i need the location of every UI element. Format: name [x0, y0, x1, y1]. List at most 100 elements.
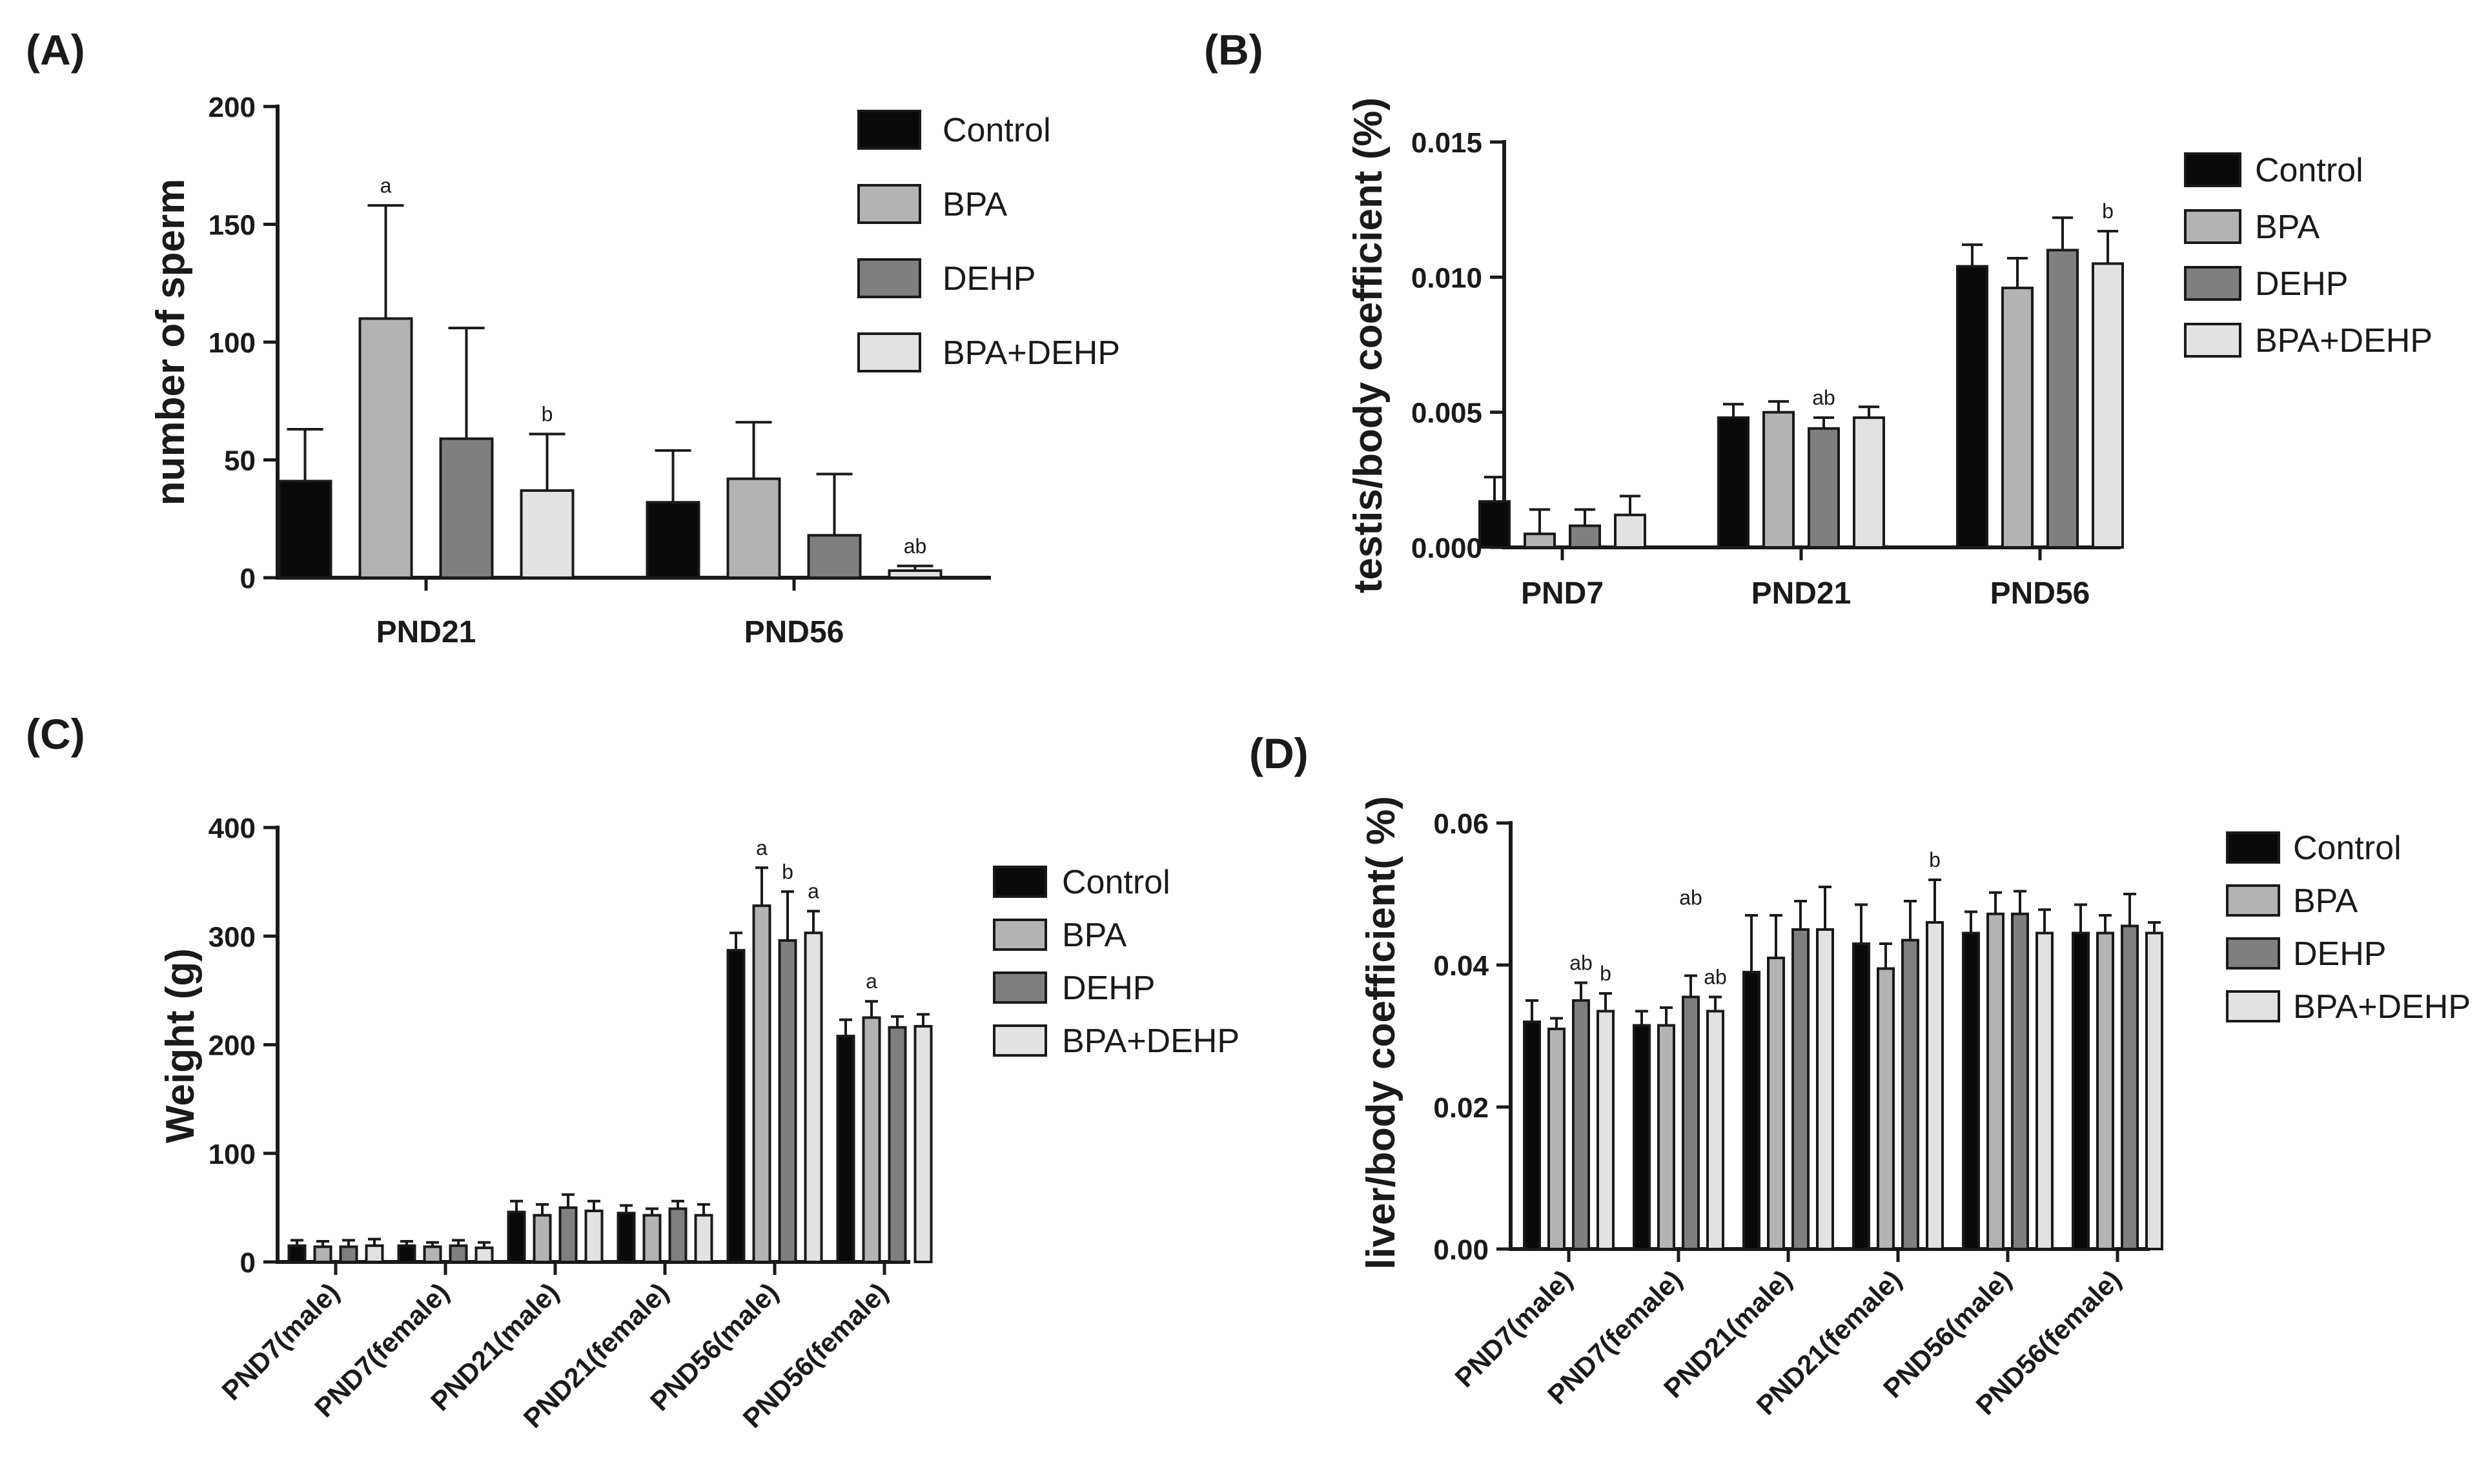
legend-swatch	[2184, 323, 2241, 358]
y-tick-label: 0.010	[1411, 262, 1482, 294]
legend-label: Control	[2255, 152, 2363, 189]
bar-control	[1962, 931, 1980, 1250]
bar-control	[1742, 971, 1760, 1250]
legend-label: BPA+DEHP	[1062, 1022, 1240, 1060]
bar-bpa	[1767, 957, 1785, 1250]
significance-annotation: ab	[1704, 966, 1727, 989]
legend-label: BPA+DEHP	[943, 334, 1120, 372]
significance-annotation: b	[2102, 199, 2114, 223]
y-axis-title: Weight (g)	[158, 948, 203, 1143]
legend: Control BPA DEHP BPA+DEHP	[2184, 152, 2433, 360]
bar-control	[1478, 500, 1511, 549]
bar-dehp	[449, 1244, 468, 1263]
y-tick-label: 0	[240, 563, 256, 595]
bar-control	[507, 1210, 526, 1263]
bar-bpa-dehp	[1597, 1010, 1615, 1250]
y-axis-title: liver/body coefficient( %)	[1359, 796, 1403, 1270]
bar-control	[726, 949, 746, 1264]
y-tick-label: 300	[209, 921, 256, 953]
bar-control	[1956, 265, 1988, 549]
bar-control	[1717, 416, 1750, 549]
bar-bpa	[533, 1214, 552, 1263]
legend-label: Control	[943, 112, 1051, 149]
legend-swatch	[993, 971, 1047, 1004]
bar-bpa	[313, 1245, 332, 1263]
bar-bpa-dehp	[2145, 931, 2163, 1250]
bar-bpa	[1547, 1028, 1566, 1250]
bar-bpa	[1657, 1024, 1675, 1250]
significance-annotation: b	[1929, 848, 1941, 871]
legend-label: BPA	[2293, 882, 2358, 920]
legend-label: Control	[2293, 829, 2402, 867]
bar-bpa	[642, 1214, 662, 1263]
bar-bpa	[1877, 967, 1895, 1250]
y-tick-label: 0.005	[1411, 398, 1482, 429]
bar-bpa	[1524, 533, 1556, 549]
bar-control	[397, 1244, 416, 1263]
legend-swatch	[857, 258, 921, 298]
bar-dehp	[2046, 249, 2079, 549]
legend-swatch	[2226, 884, 2280, 917]
y-tick-label: 0	[240, 1247, 256, 1279]
chart-panel-c: (C)Weight (g)0100200300400PND7(male)PND7…	[26, 710, 1240, 1434]
bar-bpa	[358, 317, 413, 579]
legend-swatch	[857, 184, 921, 224]
legend-label: DEHP	[2293, 935, 2386, 973]
legend-swatch	[2226, 990, 2280, 1022]
bar-control	[1852, 942, 1870, 1250]
bar-bpa	[862, 1016, 881, 1263]
bar-bpa-dehp	[913, 1024, 933, 1263]
legend-label: DEHP	[1062, 970, 1155, 1007]
bar-control	[1633, 1024, 1651, 1250]
significance-annotation: ab	[1679, 886, 1702, 910]
bar-bpa	[752, 904, 771, 1263]
legend-label: Control	[1062, 864, 1170, 901]
significance-annotation: a	[756, 836, 768, 859]
bar-bpa	[1986, 912, 2005, 1251]
y-tick-label: 200	[209, 1030, 256, 1062]
significance-annotation: b	[542, 402, 553, 425]
bar-dehp	[807, 534, 862, 579]
bar-bpa-dehp	[2092, 262, 2124, 549]
bar-bpa-dehp	[1926, 921, 1944, 1250]
bar-dehp	[1808, 427, 1840, 549]
bar-bpa-dehp	[474, 1246, 494, 1263]
legend: Control BPA DEHP BPA+DEHP	[857, 110, 1120, 372]
x-tick-label: PND21	[376, 615, 476, 649]
y-tick-label: 0.00	[1433, 1234, 1489, 1266]
bar-bpa	[726, 477, 781, 580]
x-tick-label: PND56	[1990, 576, 2090, 611]
y-tick-label: 100	[209, 1139, 256, 1170]
bar-dehp	[339, 1245, 358, 1263]
significance-annotation: ab	[1569, 951, 1593, 975]
legend-label: BPA+DEHP	[2293, 988, 2471, 1026]
y-tick-label: 0.000	[1411, 533, 1482, 564]
chart-panel-d: (D) liver/body coefficient( %) 0.00 0.02 0.0…	[1249, 729, 2471, 1421]
bar-dehp	[2121, 924, 2139, 1250]
bar-dehp	[439, 437, 494, 580]
bar-control	[836, 1035, 855, 1264]
bar-control	[278, 480, 332, 579]
y-tick-label: 0.06	[1433, 808, 1489, 840]
panel-label: (B)	[1204, 26, 1263, 74]
legend-swatch	[993, 919, 1047, 951]
significance-annotation: a	[866, 970, 877, 993]
legend-swatch	[993, 1024, 1047, 1057]
legend: Control BPA DEHP BPA+DEHP	[993, 864, 1240, 1060]
legend-swatch	[857, 110, 921, 150]
significance-annotation: b	[782, 860, 793, 883]
bar-control	[287, 1244, 307, 1263]
bar-control	[2072, 931, 2090, 1250]
bar-dehp	[2011, 912, 2029, 1251]
y-tick-label: 100	[209, 327, 256, 359]
bar-control	[646, 501, 700, 580]
legend-label: DEHP	[2255, 265, 2348, 303]
y-axis-title: number of sperm	[148, 179, 193, 505]
legend-label: DEHP	[943, 260, 1035, 298]
bar-control	[1523, 1021, 1541, 1250]
bar-dehp	[1901, 939, 1919, 1250]
significance-annotation: a	[380, 174, 392, 197]
legend-swatch	[2184, 209, 2241, 244]
legend-label: BPA	[1062, 917, 1127, 954]
